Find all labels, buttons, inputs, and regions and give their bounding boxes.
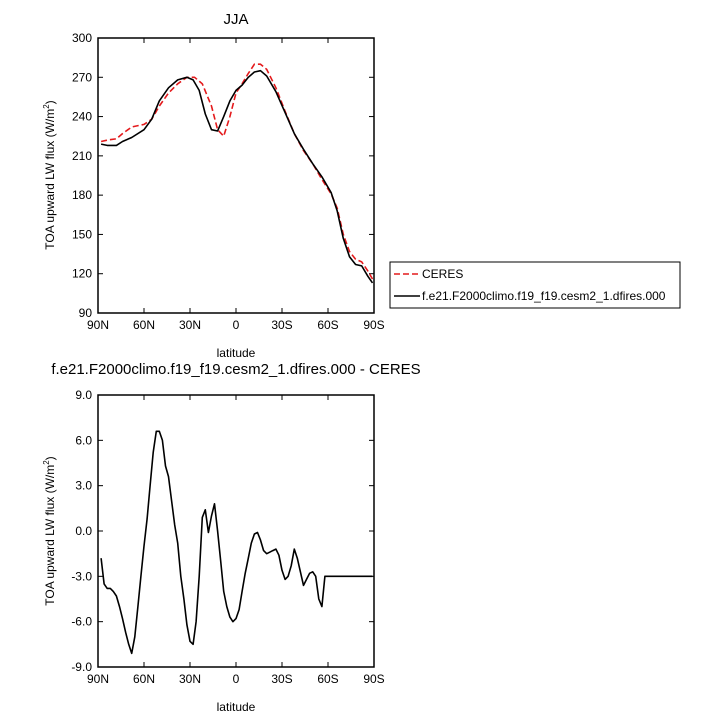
difference-y-tick-label: 0.0 (75, 524, 92, 538)
flux-x-axis-label: latitude (217, 346, 256, 360)
difference-x-tick-label: 30S (271, 672, 292, 686)
flux-y-axis-label: TOA upward LW flux (W/m2) (42, 100, 57, 249)
difference-x-tick-label: 60S (317, 672, 338, 686)
flux-chart-title: JJA (223, 11, 248, 28)
flux-x-tick-label: 30N (179, 318, 201, 332)
flux-y-tick-label: 270 (72, 70, 92, 84)
difference-y-tick-label: -3.0 (71, 569, 92, 583)
difference-x-tick-label: 90N (87, 672, 109, 686)
difference-y-tick-label: 6.0 (75, 433, 92, 447)
difference-x-tick-label: 60N (133, 672, 155, 686)
flux-y-axis-label-sup: 2 (42, 104, 51, 109)
difference-series-group (100, 430, 373, 655)
flux-series-group (100, 63, 374, 284)
flux-series-line-1 (100, 69, 374, 284)
difference-y-axis-label-sup: 2 (42, 460, 51, 465)
flux-x-tick-label: 30S (271, 318, 292, 332)
flux-y-tick-label: 210 (72, 149, 92, 163)
flux-panel: JJA 90N 60N 30N 0 30S 60S 90S 90 120 150 180 210 240… (42, 11, 385, 360)
difference-x-tick-label: 90S (363, 672, 384, 686)
flux-x-tick-label: 90S (363, 318, 384, 332)
flux-y-tick-label: 240 (72, 110, 92, 124)
flux-x-tick-label: 0 (233, 318, 240, 332)
difference-y-tick-label: -9.0 (71, 660, 92, 674)
difference-axis-ticks: 90N 60N 30N 0 30S 60S 90S -9.0 -6.0 -3.0 0.0 3.0 6.0… (71, 388, 384, 686)
flux-y-tick-label: 300 (72, 31, 92, 45)
difference-y-axis-label-close: ) (43, 456, 57, 460)
difference-x-axis-label: latitude (217, 700, 256, 714)
flux-x-tick-label: 60N (133, 318, 155, 332)
flux-y-tick-label: 150 (72, 227, 92, 241)
legend-frame (389, 261, 681, 309)
difference-series-line-0 (100, 430, 373, 655)
flux-axis-ticks: 90N 60N 30N 0 30S 60S 90S 90 120 150 180 210 240 270 3… (72, 31, 385, 332)
flux-y-axis-label-main: TOA upward LW flux (W/m (43, 109, 57, 250)
flux-y-tick-label: 90 (79, 306, 93, 320)
legend-ceres-label: CERES (422, 267, 463, 281)
difference-y-tick-label: 9.0 (75, 388, 92, 402)
flux-legend: CERES f.e21.F2000climo.f19_f19.cesm2_1.d… (389, 261, 681, 309)
difference-chart-title: f.e21.F2000climo.f19_f19.cesm2_1.dfires.… (51, 361, 420, 378)
difference-y-tick-label: 3.0 (75, 479, 92, 493)
flux-x-tick-label: 90N (87, 318, 109, 332)
difference-x-tick-label: 0 (233, 672, 240, 686)
flux-y-tick-label: 180 (72, 188, 92, 202)
flux-y-tick-label: 120 (72, 267, 92, 281)
flux-series-line-0 (100, 63, 374, 280)
difference-plot-frame (97, 394, 375, 668)
flux-y-axis-label-close: ) (43, 100, 57, 104)
difference-y-axis-label-main: TOA upward LW flux (W/m (43, 465, 57, 606)
difference-x-tick-label: 30N (179, 672, 201, 686)
flux-x-tick-label: 60S (317, 318, 338, 332)
legend-model-label: f.e21.F2000climo.f19_f19.cesm2_1.dfires.… (422, 289, 666, 303)
difference-panel: f.e21.F2000climo.f19_f19.cesm2_1.dfires.… (42, 361, 421, 714)
difference-y-tick-label: -6.0 (71, 615, 92, 629)
flux-plot-frame (97, 37, 375, 314)
difference-y-axis-label: TOA upward LW flux (W/m2) (42, 456, 57, 605)
